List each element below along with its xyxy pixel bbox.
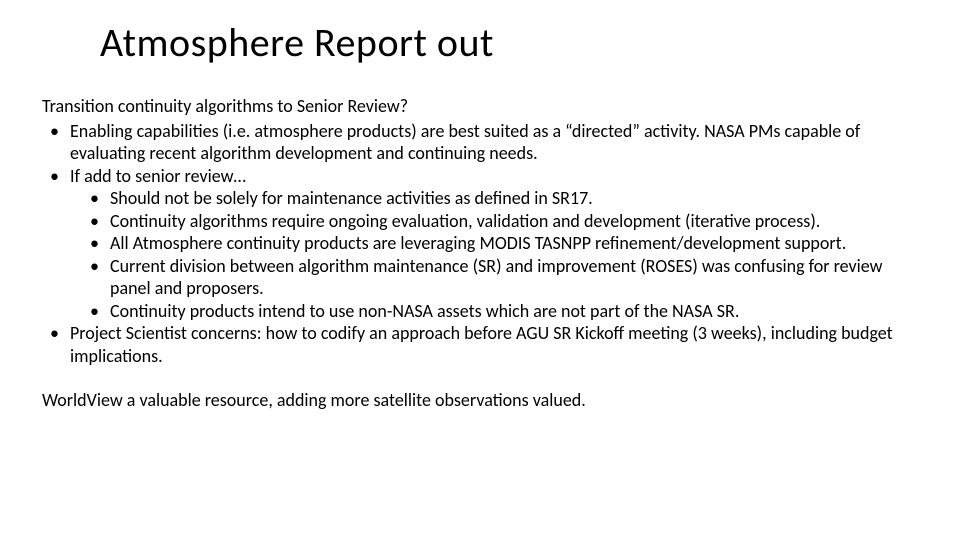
bullet-list: Enabling capabilities (i.e. atmosphere p…	[42, 120, 918, 368]
sub-bullet-text: Should not be solely for maintenance act…	[110, 187, 593, 209]
sub-bullet-text: Continuity algorithms require ongoing ev…	[110, 210, 820, 232]
bullet-text: Enabling capabilities (i.e. atmosphere p…	[70, 120, 860, 165]
bullet-text: Project Scientist concerns: how to codif…	[70, 322, 893, 367]
sub-bullet-item: Current division between algorithm maint…	[82, 255, 918, 300]
sub-bullet-text: Continuity products intend to use non-NA…	[110, 300, 739, 322]
sub-bullet-text: Current division between algorithm maint…	[110, 255, 883, 300]
intro-text: Transition continuity algorithms to Seni…	[42, 95, 918, 118]
bullet-item: Project Scientist concerns: how to codif…	[42, 322, 918, 367]
sub-bullet-text: All Atmosphere continuity products are l…	[110, 232, 846, 254]
bullet-item: If add to senior review… Should not be s…	[42, 165, 918, 323]
sub-bullet-list: Should not be solely for maintenance act…	[82, 187, 918, 322]
slide-body: Transition continuity algorithms to Seni…	[42, 95, 918, 412]
sub-bullet-item: Should not be solely for maintenance act…	[82, 187, 918, 210]
closing-text: WorldView a valuable resource, adding mo…	[42, 389, 918, 412]
bullet-text: If add to senior review…	[70, 165, 246, 187]
sub-bullet-item: All Atmosphere continuity products are l…	[82, 232, 918, 255]
sub-bullet-item: Continuity algorithms require ongoing ev…	[82, 210, 918, 233]
sub-bullet-item: Continuity products intend to use non-NA…	[82, 300, 918, 323]
bullet-item: Enabling capabilities (i.e. atmosphere p…	[42, 120, 918, 165]
slide: Atmosphere Report out Transition continu…	[0, 0, 960, 540]
slide-title: Atmosphere Report out	[100, 18, 918, 67]
